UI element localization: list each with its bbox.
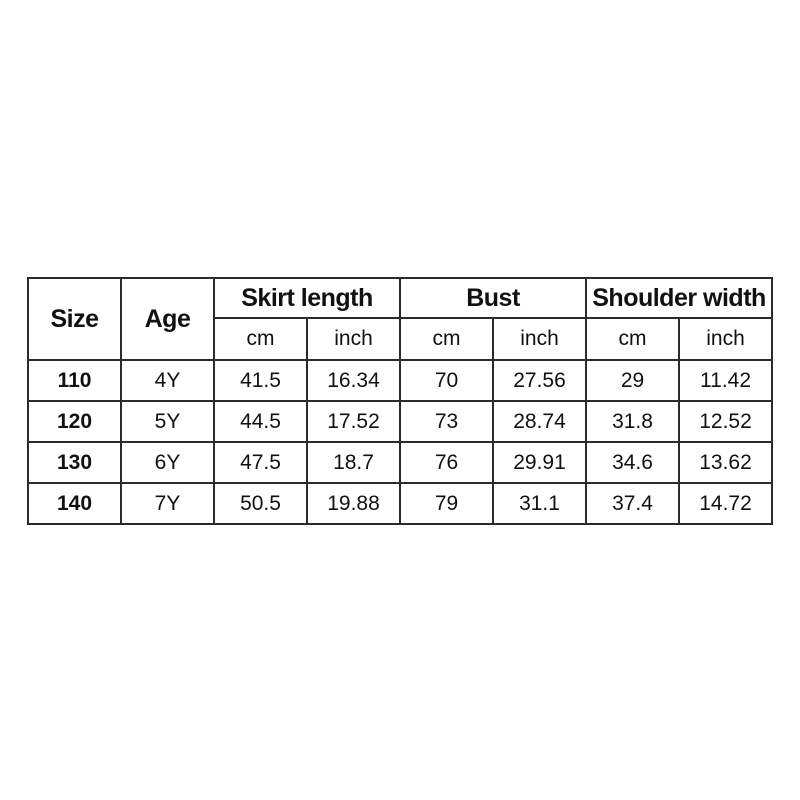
table-row: 130 6Y 47.5 18.7 76 29.91 34.6 13.62 (27, 441, 774, 484)
cell-bust-cm: 70 (399, 359, 495, 402)
cell-age: 7Y (120, 482, 215, 525)
table-row: 140 7Y 50.5 19.88 79 31.1 37.4 14.72 (27, 482, 774, 525)
table-row: 120 5Y 44.5 17.52 73 28.74 31.8 12.52 (27, 400, 774, 443)
cell-bust-cm: 79 (399, 482, 495, 525)
unit-header-skirt-inch: inch (305, 317, 402, 361)
cell-shoulder-inch: 12.52 (678, 400, 774, 443)
cell-shoulder-inch: 14.72 (678, 482, 774, 525)
column-header-bust: Bust (399, 277, 588, 319)
cell-size: 110 (27, 359, 122, 402)
table-row: 110 4Y 41.5 16.34 70 27.56 29 11.42 (27, 359, 774, 402)
unit-header-skirt-cm: cm (213, 317, 308, 361)
cell-size: 130 (27, 441, 122, 484)
column-header-shoulder-width: Shoulder width (585, 277, 774, 319)
column-header-age: Age (120, 277, 215, 361)
cell-skirt-inch: 16.34 (305, 359, 402, 402)
cell-bust-cm: 73 (399, 400, 495, 443)
cell-shoulder-inch: 13.62 (678, 441, 774, 484)
group-header-row: Size Age Skirt length Bust Shoulder widt… (27, 277, 774, 361)
cell-shoulder-cm: 29 (585, 359, 681, 402)
cell-skirt-inch: 19.88 (305, 482, 402, 525)
column-header-size: Size (27, 277, 122, 361)
size-chart-wrapper: Size Age Skirt length Bust Shoulder widt… (27, 277, 774, 525)
column-header-skirt-length: Skirt length (212, 277, 402, 319)
cell-bust-inch: 29.91 (492, 441, 588, 484)
size-chart-table: Size Age Skirt length Bust Shoulder widt… (27, 277, 774, 525)
cell-skirt-cm: 50.5 (213, 482, 308, 525)
unit-header-bust-inch: inch (492, 317, 588, 361)
unit-header-bust-cm: cm (399, 317, 495, 361)
cell-shoulder-cm: 31.8 (585, 400, 681, 443)
cell-skirt-inch: 17.52 (305, 400, 402, 443)
cell-skirt-cm: 47.5 (213, 441, 308, 484)
cell-skirt-cm: 44.5 (213, 400, 308, 443)
cell-bust-cm: 76 (399, 441, 495, 484)
cell-shoulder-inch: 11.42 (678, 359, 774, 402)
cell-size: 140 (27, 482, 122, 525)
cell-skirt-cm: 41.5 (213, 359, 308, 402)
cell-age: 5Y (120, 400, 215, 443)
cell-size: 120 (27, 400, 122, 443)
cell-bust-inch: 28.74 (492, 400, 588, 443)
cell-bust-inch: 31.1 (492, 482, 588, 525)
unit-header-shoulder-cm: cm (585, 317, 681, 361)
unit-header-shoulder-inch: inch (678, 317, 774, 361)
cell-skirt-inch: 18.7 (305, 441, 402, 484)
cell-age: 4Y (120, 359, 215, 402)
cell-age: 6Y (120, 441, 215, 484)
cell-bust-inch: 27.56 (492, 359, 588, 402)
cell-shoulder-cm: 37.4 (585, 482, 681, 525)
unit-header-row: cm inch cm inch cm inch (28, 317, 774, 361)
cell-shoulder-cm: 34.6 (585, 441, 681, 484)
